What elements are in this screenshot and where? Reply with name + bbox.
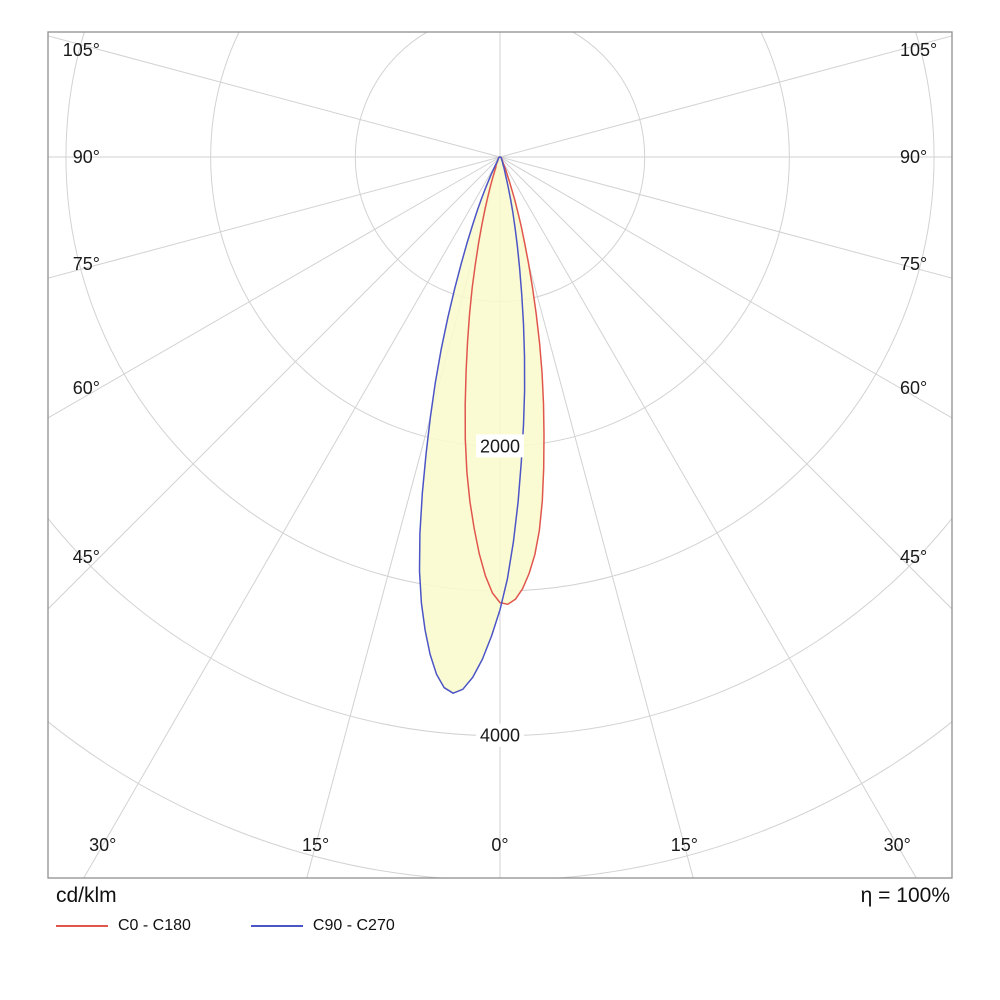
grid-radial-line — [499, 156, 952, 279]
efficiency-label: η = 100% — [860, 884, 950, 907]
grid-radial-line — [48, 156, 501, 279]
footer-labels: cd/klm η = 100% — [56, 884, 950, 908]
grid-radial-line — [48, 35, 501, 158]
ring-label: 4000 — [480, 726, 520, 746]
angle-label: 0° — [491, 835, 508, 855]
grid-radial-line — [499, 156, 952, 419]
plot-frame — [47, 31, 953, 879]
beam-fill — [419, 157, 544, 694]
angle-label: 30° — [884, 835, 911, 855]
angle-label: 30° — [89, 835, 116, 855]
grid-radial-line — [83, 156, 501, 878]
ring-label-bg — [476, 723, 524, 747]
grid-radial-line — [499, 156, 694, 878]
legend-swatch — [56, 925, 108, 927]
ring-label: 2000 — [480, 436, 520, 456]
angle-label: 45° — [900, 547, 927, 567]
grid-radial-line — [499, 156, 952, 610]
angle-label: 90° — [900, 147, 927, 167]
angle-label: 15° — [302, 835, 329, 855]
legend-swatch — [250, 925, 303, 927]
ring-label-bg — [476, 434, 524, 458]
angle-label: 75° — [900, 254, 927, 274]
angle-label: 45° — [73, 547, 100, 567]
grid-radial-line — [48, 156, 501, 610]
angle-label: 105° — [63, 40, 100, 60]
angle-label: 75° — [73, 254, 100, 274]
beam-curve — [418, 156, 526, 694]
chart-footer: cd/klm η = 100% C0 - C180 C90 - C270 — [56, 884, 950, 935]
legend-item-label: C0 - C180 — [118, 917, 191, 934]
grid-radial-line — [48, 156, 501, 419]
grid-radial-line — [499, 156, 917, 878]
grid-radial-line — [499, 35, 952, 158]
angle-label: 105° — [900, 40, 937, 60]
angle-label: 90° — [73, 147, 100, 167]
angle-label: 60° — [73, 378, 100, 398]
angle-label: 15° — [671, 835, 698, 855]
unit-label: cd/klm — [56, 884, 117, 907]
legend-item-label: C90 - C270 — [312, 917, 395, 934]
angle-label: 60° — [900, 378, 927, 398]
legend-item: C90 - C270 — [250, 917, 395, 935]
legend-item: C0 - C180 — [56, 917, 191, 935]
legend: C0 - C180 C90 - C270 — [56, 917, 950, 935]
